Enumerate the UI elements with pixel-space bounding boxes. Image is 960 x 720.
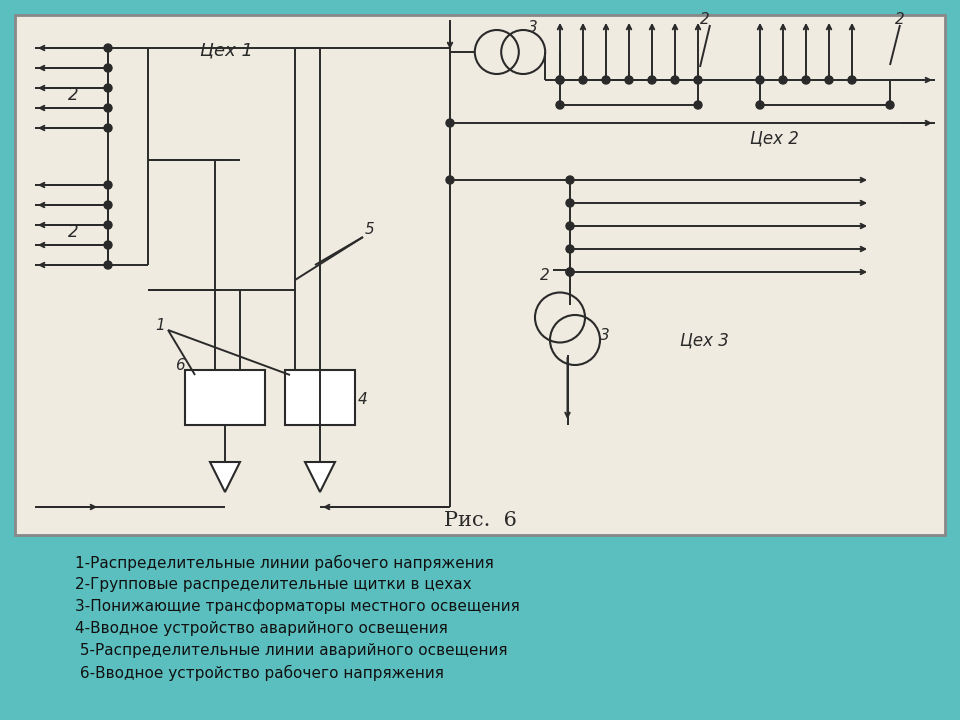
Text: 2: 2 <box>895 12 904 27</box>
Circle shape <box>825 76 833 84</box>
Text: Цех 3: Цех 3 <box>680 331 729 349</box>
Circle shape <box>104 44 112 52</box>
Circle shape <box>802 76 810 84</box>
Circle shape <box>104 84 112 92</box>
Text: 6: 6 <box>175 358 184 372</box>
Circle shape <box>104 201 112 209</box>
Circle shape <box>648 76 656 84</box>
Polygon shape <box>305 462 335 492</box>
Circle shape <box>694 76 702 84</box>
Circle shape <box>556 101 564 109</box>
Circle shape <box>625 76 633 84</box>
Text: 2-Групповые распределительные щитки в цехах: 2-Групповые распределительные щитки в це… <box>75 577 471 592</box>
Text: 4: 4 <box>358 392 368 408</box>
Circle shape <box>579 76 587 84</box>
Text: 4-Вводное устройство аварийного освещения: 4-Вводное устройство аварийного освещени… <box>75 621 447 636</box>
Circle shape <box>104 64 112 72</box>
Circle shape <box>446 176 454 184</box>
Text: 2: 2 <box>700 12 709 27</box>
Text: 2: 2 <box>540 268 550 282</box>
Circle shape <box>602 76 610 84</box>
Circle shape <box>556 76 564 84</box>
Circle shape <box>671 76 679 84</box>
Circle shape <box>556 76 564 84</box>
Bar <box>285 370 355 425</box>
Text: 2: 2 <box>68 86 79 104</box>
Circle shape <box>566 268 574 276</box>
Text: 6-Вводное устройство рабочего напряжения: 6-Вводное устройство рабочего напряжения <box>75 665 444 681</box>
Circle shape <box>446 119 454 127</box>
Text: 1: 1 <box>155 318 165 333</box>
Text: 5: 5 <box>365 222 374 238</box>
Circle shape <box>566 222 574 230</box>
Text: 3-Понижающие трансформаторы местного освещения: 3-Понижающие трансформаторы местного осв… <box>75 599 519 614</box>
Circle shape <box>756 101 764 109</box>
Bar <box>15 15 945 535</box>
Circle shape <box>104 261 112 269</box>
Circle shape <box>566 268 574 276</box>
Circle shape <box>104 124 112 132</box>
Circle shape <box>104 221 112 229</box>
Circle shape <box>566 199 574 207</box>
Text: Цех 1: Цех 1 <box>200 41 253 59</box>
Circle shape <box>104 104 112 112</box>
Circle shape <box>104 181 112 189</box>
Circle shape <box>694 101 702 109</box>
Text: 3: 3 <box>528 19 538 35</box>
Circle shape <box>779 76 787 84</box>
Circle shape <box>756 76 764 84</box>
Circle shape <box>104 241 112 249</box>
Text: 2: 2 <box>68 223 79 241</box>
Polygon shape <box>210 462 240 492</box>
Text: 5-Распределительные линии аварийного освещения: 5-Распределительные линии аварийного осв… <box>75 643 508 658</box>
Text: 3: 3 <box>600 328 610 343</box>
Circle shape <box>848 76 856 84</box>
Bar <box>185 370 265 425</box>
Text: 1-Распределительные линии рабочего напряжения: 1-Распределительные линии рабочего напря… <box>75 555 493 571</box>
Circle shape <box>566 245 574 253</box>
Text: Рис.  6: Рис. 6 <box>444 510 516 529</box>
Text: Цех 2: Цех 2 <box>750 129 799 147</box>
Circle shape <box>886 101 894 109</box>
Circle shape <box>566 176 574 184</box>
